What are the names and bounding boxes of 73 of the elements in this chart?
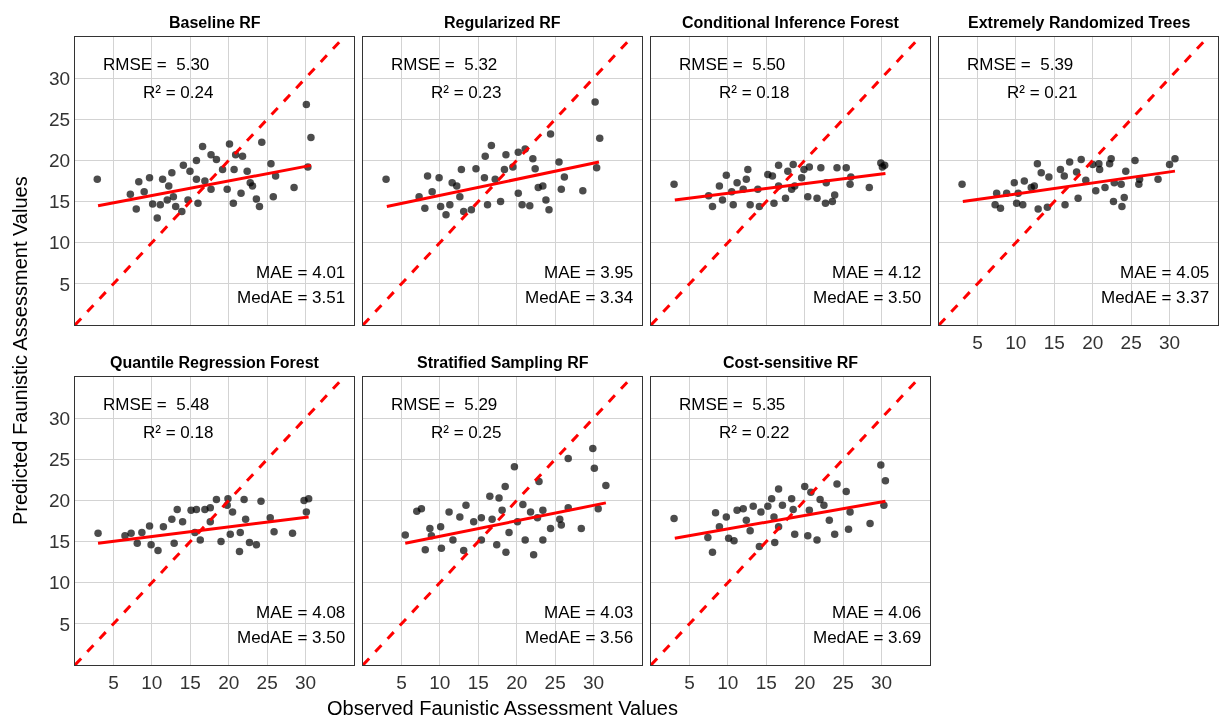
annotation: RMSE = 5.35 (679, 395, 786, 414)
annotation: MAE = 4.05 (1120, 263, 1210, 282)
y-tick-label: 30 (49, 407, 71, 429)
annotation: MAE = 4.08 (256, 603, 346, 622)
x-tick-label: 25 (1120, 331, 1142, 353)
x-tick-label: 25 (832, 671, 854, 693)
chart-title: Regularized RF (444, 14, 561, 31)
annotation: R² = 0.18 (719, 83, 790, 102)
x-tick-label: 20 (506, 671, 528, 693)
y-tick-label: 25 (49, 448, 71, 470)
annotation: RMSE = 5.39 (967, 55, 1074, 74)
annotation: R² = 0.22 (719, 423, 790, 442)
annotation: MAE = 3.95 (544, 263, 634, 282)
chart-title: Baseline RF (169, 14, 261, 31)
annotation: MAE = 4.01 (256, 263, 346, 282)
x-tick-label: 5 (972, 331, 983, 353)
x-tick-label: 20 (1082, 331, 1104, 353)
annotation: RMSE = 5.50 (679, 55, 786, 74)
annotation: MAE = 4.12 (832, 263, 922, 282)
x-tick-label: 10 (717, 671, 739, 693)
y-tick-label: 5 (59, 613, 71, 635)
y-axis-title: Predicted Faunistic Assessment Values (9, 176, 31, 525)
annotation: RMSE = 5.48 (103, 395, 210, 414)
x-tick-label: 10 (1005, 331, 1027, 353)
annotation: MAE = 4.03 (544, 603, 634, 622)
annotation: MedAE = 3.50 (813, 288, 922, 307)
annotation: R² = 0.23 (431, 83, 502, 102)
x-tick-label: 30 (295, 671, 317, 693)
y-tick-label: 15 (49, 191, 71, 213)
annotation: RMSE = 5.29 (391, 395, 498, 414)
annotation: MedAE = 3.50 (237, 628, 346, 647)
annotation: MAE = 4.06 (832, 603, 922, 622)
y-tick-label: 10 (49, 232, 71, 254)
x-tick-label: 15 (1043, 331, 1065, 353)
y-tick-label: 30 (49, 67, 71, 89)
chart-title: Stratified Sampling RF (417, 354, 589, 371)
annotation: RMSE = 5.32 (391, 55, 498, 74)
annotation: MedAE = 3.69 (813, 628, 922, 647)
annotation: R² = 0.25 (431, 423, 502, 442)
x-tick-label: 10 (141, 671, 163, 693)
x-tick-label: 15 (179, 671, 201, 693)
x-tick-label: 15 (755, 671, 777, 693)
x-tick-label: 20 (218, 671, 240, 693)
annotation: MedAE = 3.51 (237, 288, 346, 307)
x-tick-label: 5 (396, 671, 407, 693)
annotation: R² = 0.24 (143, 83, 214, 102)
annotation: MedAE = 3.34 (525, 288, 634, 307)
y-tick-label: 15 (49, 531, 71, 553)
y-tick-label: 20 (49, 490, 71, 512)
annotation: MedAE = 3.37 (1101, 288, 1210, 307)
x-tick-label: 15 (467, 671, 489, 693)
chart-title: Quantile Regression Forest (110, 354, 320, 371)
annotation: RMSE = 5.30 (103, 55, 210, 74)
x-tick-label: 10 (429, 671, 451, 693)
x-tick-label: 30 (871, 671, 893, 693)
annotation: R² = 0.21 (1007, 83, 1078, 102)
y-tick-label: 10 (49, 572, 71, 594)
x-tick-label: 25 (544, 671, 566, 693)
chart-title: Extremely Randomized Trees (968, 14, 1191, 31)
x-tick-label: 30 (583, 671, 605, 693)
y-tick-label: 25 (49, 108, 71, 130)
x-tick-label: 5 (108, 671, 119, 693)
annotation: R² = 0.18 (143, 423, 214, 442)
chart-title: Cost-sensitive RF (723, 354, 859, 371)
x-tick-label: 20 (794, 671, 816, 693)
x-tick-label: 5 (684, 671, 695, 693)
y-tick-label: 5 (59, 273, 71, 295)
annotation: MedAE = 3.56 (525, 628, 634, 647)
y-tick-label: 20 (49, 150, 71, 172)
x-tick-label: 30 (1159, 331, 1181, 353)
chart-title: Conditional Inference Forest (682, 14, 900, 31)
x-tick-label: 25 (256, 671, 278, 693)
x-axis-title: Observed Faunistic Assessment Values (327, 697, 678, 719)
